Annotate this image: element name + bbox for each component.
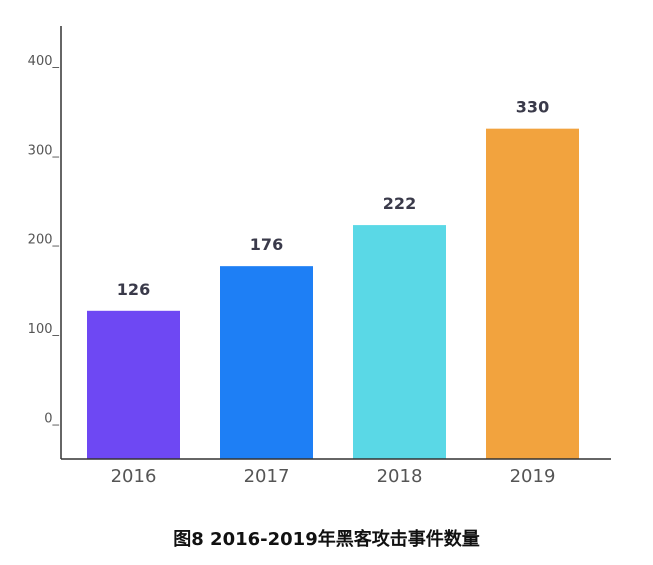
data-label-2017: 176 — [250, 235, 283, 254]
x-tick-label-2016: 2016 — [111, 466, 157, 487]
chart-caption: 图8 2016-2019年黑客攻击事件数量 — [173, 529, 480, 550]
y-axis: 0_ 100_ 200_ 300_ 400_ — [28, 26, 62, 459]
y-tick-label: 400_ — [28, 54, 60, 69]
x-axis: 2016 2017 2018 2019 — [61, 458, 611, 487]
x-tick-label-2017: 2017 — [244, 466, 290, 487]
data-label-2016: 126 — [117, 280, 150, 299]
y-tick-label: 0_ — [44, 411, 59, 426]
bar-2016 — [87, 310, 180, 459]
bars: 126 176 222 330 — [87, 98, 579, 459]
y-tick-label: 200_ — [28, 233, 60, 248]
x-tick-label-2018: 2018 — [377, 466, 423, 487]
x-tick-label-2019: 2019 — [510, 466, 556, 487]
bar-chart: 0_ 100_ 200_ 300_ 400_ 126 176 222 330 2016 2017… — [28, 26, 611, 487]
bar-2018 — [353, 225, 446, 459]
bar-2019 — [486, 128, 579, 459]
bar-2017 — [220, 266, 313, 459]
data-label-2019: 330 — [516, 98, 549, 117]
data-label-2018: 222 — [383, 194, 416, 213]
y-tick-label: 100_ — [28, 322, 60, 337]
y-tick-label: 300_ — [28, 143, 60, 158]
